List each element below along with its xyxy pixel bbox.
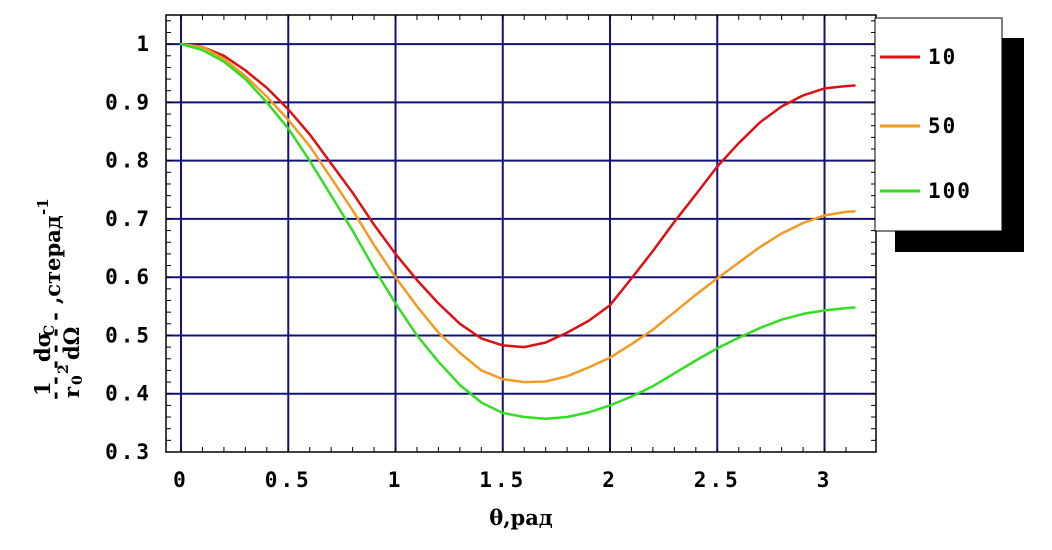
y-axis-label: 1 - r 0 2 - - - - - dσ C dΩ ,стерад -1 xyxy=(30,198,86,400)
legend: 10 50 100 xyxy=(874,17,1024,252)
y-label-r-sub: 0 xyxy=(70,375,86,385)
legend-label-10: 10 xyxy=(928,45,957,69)
x-tick-label: 1 xyxy=(388,468,404,492)
y-label-unit-exp: -1 xyxy=(34,198,52,215)
y-axis: 0.3 0.4 0.5 0.6 0.7 0.8 0.9 1 xyxy=(105,32,152,464)
y-label-r-sup: 2 xyxy=(56,364,72,374)
y-label-dashes: - - - - - xyxy=(42,312,67,385)
legend-label-50: 50 xyxy=(928,114,957,138)
series-line-10 xyxy=(179,42,856,349)
y-tick-label: 0.3 xyxy=(105,440,152,464)
y-tick-label: 0.8 xyxy=(105,149,152,173)
x-tick-label: 0.5 xyxy=(265,468,312,492)
x-tick-label: 3 xyxy=(817,468,833,492)
y-label-unit: ,стерад xyxy=(40,215,65,304)
y-label-one: 1 xyxy=(30,381,55,396)
plot-border xyxy=(165,14,877,453)
x-axis-label: θ,рад xyxy=(489,505,553,530)
x-tick-label: 1.5 xyxy=(479,468,526,492)
x-axis: 0 0.5 1 1.5 2 2.5 3 xyxy=(173,468,833,492)
y-label-r: r xyxy=(59,386,84,398)
y-label-domega: dΩ xyxy=(59,327,84,360)
y-label-frac-dash: - xyxy=(42,391,67,400)
series-line-50 xyxy=(179,42,856,384)
legend-label-100: 100 xyxy=(928,179,972,203)
x-tick-label: 0 xyxy=(173,468,189,492)
y-label-dsigma-sub: C xyxy=(42,325,58,336)
y-label-dsigma: dσ xyxy=(30,332,55,362)
y-tick-label: 0.5 xyxy=(105,323,152,347)
series-lines xyxy=(179,42,856,421)
x-tick-label: 2 xyxy=(602,468,618,492)
y-tick-label: 1 xyxy=(136,32,152,56)
y-tick-label: 0.7 xyxy=(105,207,152,231)
y-tick-label: 0.9 xyxy=(105,90,152,114)
y-tick-label: 0.6 xyxy=(105,265,152,289)
series-line-100 xyxy=(179,42,856,421)
y-tick-label: 0.4 xyxy=(105,382,152,406)
grid xyxy=(166,15,876,452)
x-tick-label: 2.5 xyxy=(694,468,741,492)
